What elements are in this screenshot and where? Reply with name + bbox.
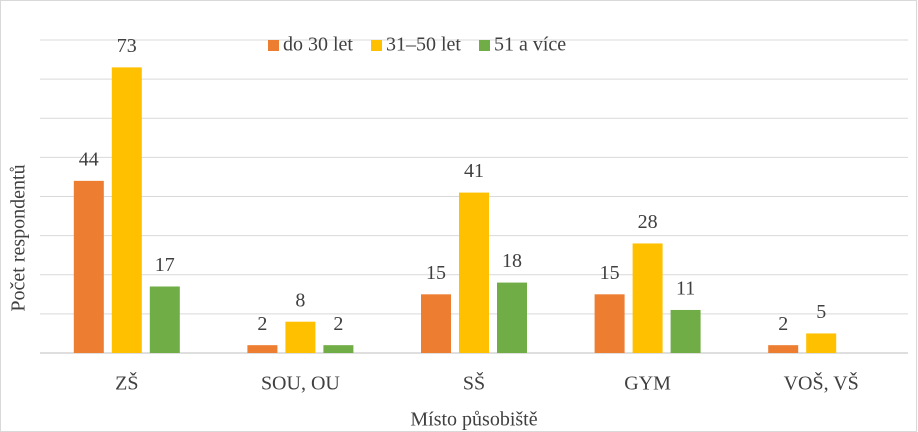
bar: [149, 286, 180, 353]
data-label: 15: [426, 262, 446, 284]
bar: [806, 333, 837, 353]
bar: [247, 345, 278, 353]
legend-label: 51 a více: [494, 34, 566, 56]
bar: [594, 294, 625, 353]
x-tick-label: SOU, OU: [261, 373, 340, 395]
data-label: 11: [676, 278, 695, 300]
legend-label: do 30 let: [283, 34, 353, 56]
bar: [111, 67, 142, 353]
x-tick-label: VOŠ, VŠ: [784, 371, 859, 395]
data-label: 2: [778, 313, 788, 335]
x-tick-label: ZŠ: [115, 371, 138, 395]
data-label: 2: [333, 313, 343, 335]
bar: [73, 180, 104, 353]
data-label: 28: [638, 211, 658, 233]
x-tick-label: GYM: [624, 373, 671, 395]
data-label: 41: [464, 160, 484, 182]
x-axis-label: Místo působiště: [410, 409, 537, 431]
data-label: 18: [502, 250, 522, 272]
bar: [323, 345, 354, 353]
bar: [497, 282, 527, 353]
x-tick-label: SŠ: [463, 371, 485, 395]
legend-swatch: [268, 40, 279, 51]
legend-swatch: [479, 40, 490, 51]
bar: [768, 345, 799, 353]
legend-label: 31–50 let: [386, 34, 461, 56]
y-axis-label: Počet respondentů: [8, 164, 30, 311]
legend-swatch: [371, 40, 382, 51]
bar: [632, 243, 663, 353]
data-label: 5: [816, 301, 826, 323]
bar: [285, 321, 316, 353]
bar: [421, 294, 451, 353]
data-label: 2: [257, 313, 267, 335]
bar: [670, 309, 701, 353]
data-label: 73: [117, 35, 137, 57]
data-label: 17: [155, 254, 175, 276]
bar: [459, 192, 489, 353]
data-label: 44: [79, 148, 99, 170]
data-label: 8: [295, 289, 305, 311]
data-label: 15: [600, 262, 620, 284]
